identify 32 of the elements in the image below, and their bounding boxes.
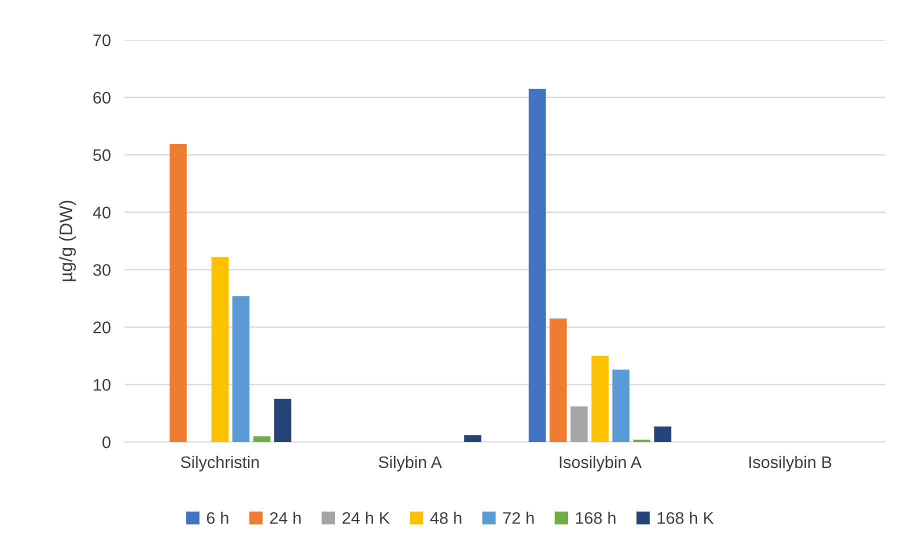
bar: [170, 144, 187, 442]
legend-label: 24 h K: [342, 512, 390, 524]
x-tick-label: Isosilybin B: [749, 456, 832, 472]
y-tick-label: 20: [93, 322, 110, 334]
y-tick-label: 0: [102, 436, 110, 448]
y-tick-label: 70: [93, 34, 110, 46]
y-tick-label: 10: [94, 378, 110, 391]
bar: [612, 370, 630, 442]
bar: [211, 257, 229, 442]
legend-label: 168 h K: [658, 512, 714, 524]
y-tick-label: 30: [93, 264, 110, 276]
legend-label: 6 h: [206, 512, 228, 524]
x-tick-label: Silybin A: [378, 456, 442, 472]
bar: [232, 296, 250, 442]
bar: [253, 436, 270, 442]
y-tick-label: 50: [93, 149, 110, 162]
bar: [591, 356, 609, 442]
bar: [550, 318, 567, 442]
bar: [464, 435, 482, 442]
bar: [570, 406, 588, 442]
x-tick-label: Silychristin: [180, 456, 259, 472]
bar: [654, 426, 672, 442]
legend-label: 24 h: [270, 512, 301, 524]
bar: [528, 88, 546, 442]
y-axis-title: µg/g (DW): [59, 200, 76, 282]
legend-label: 168 h: [576, 512, 616, 524]
y-tick-label: 60: [93, 92, 110, 104]
legend-label: 48 h: [430, 512, 462, 524]
legend-label: 72 h: [503, 512, 534, 524]
x-tick-label: Isosilybin A: [560, 456, 642, 472]
bar: [274, 398, 292, 442]
y-tick-label: 40: [92, 206, 110, 218]
